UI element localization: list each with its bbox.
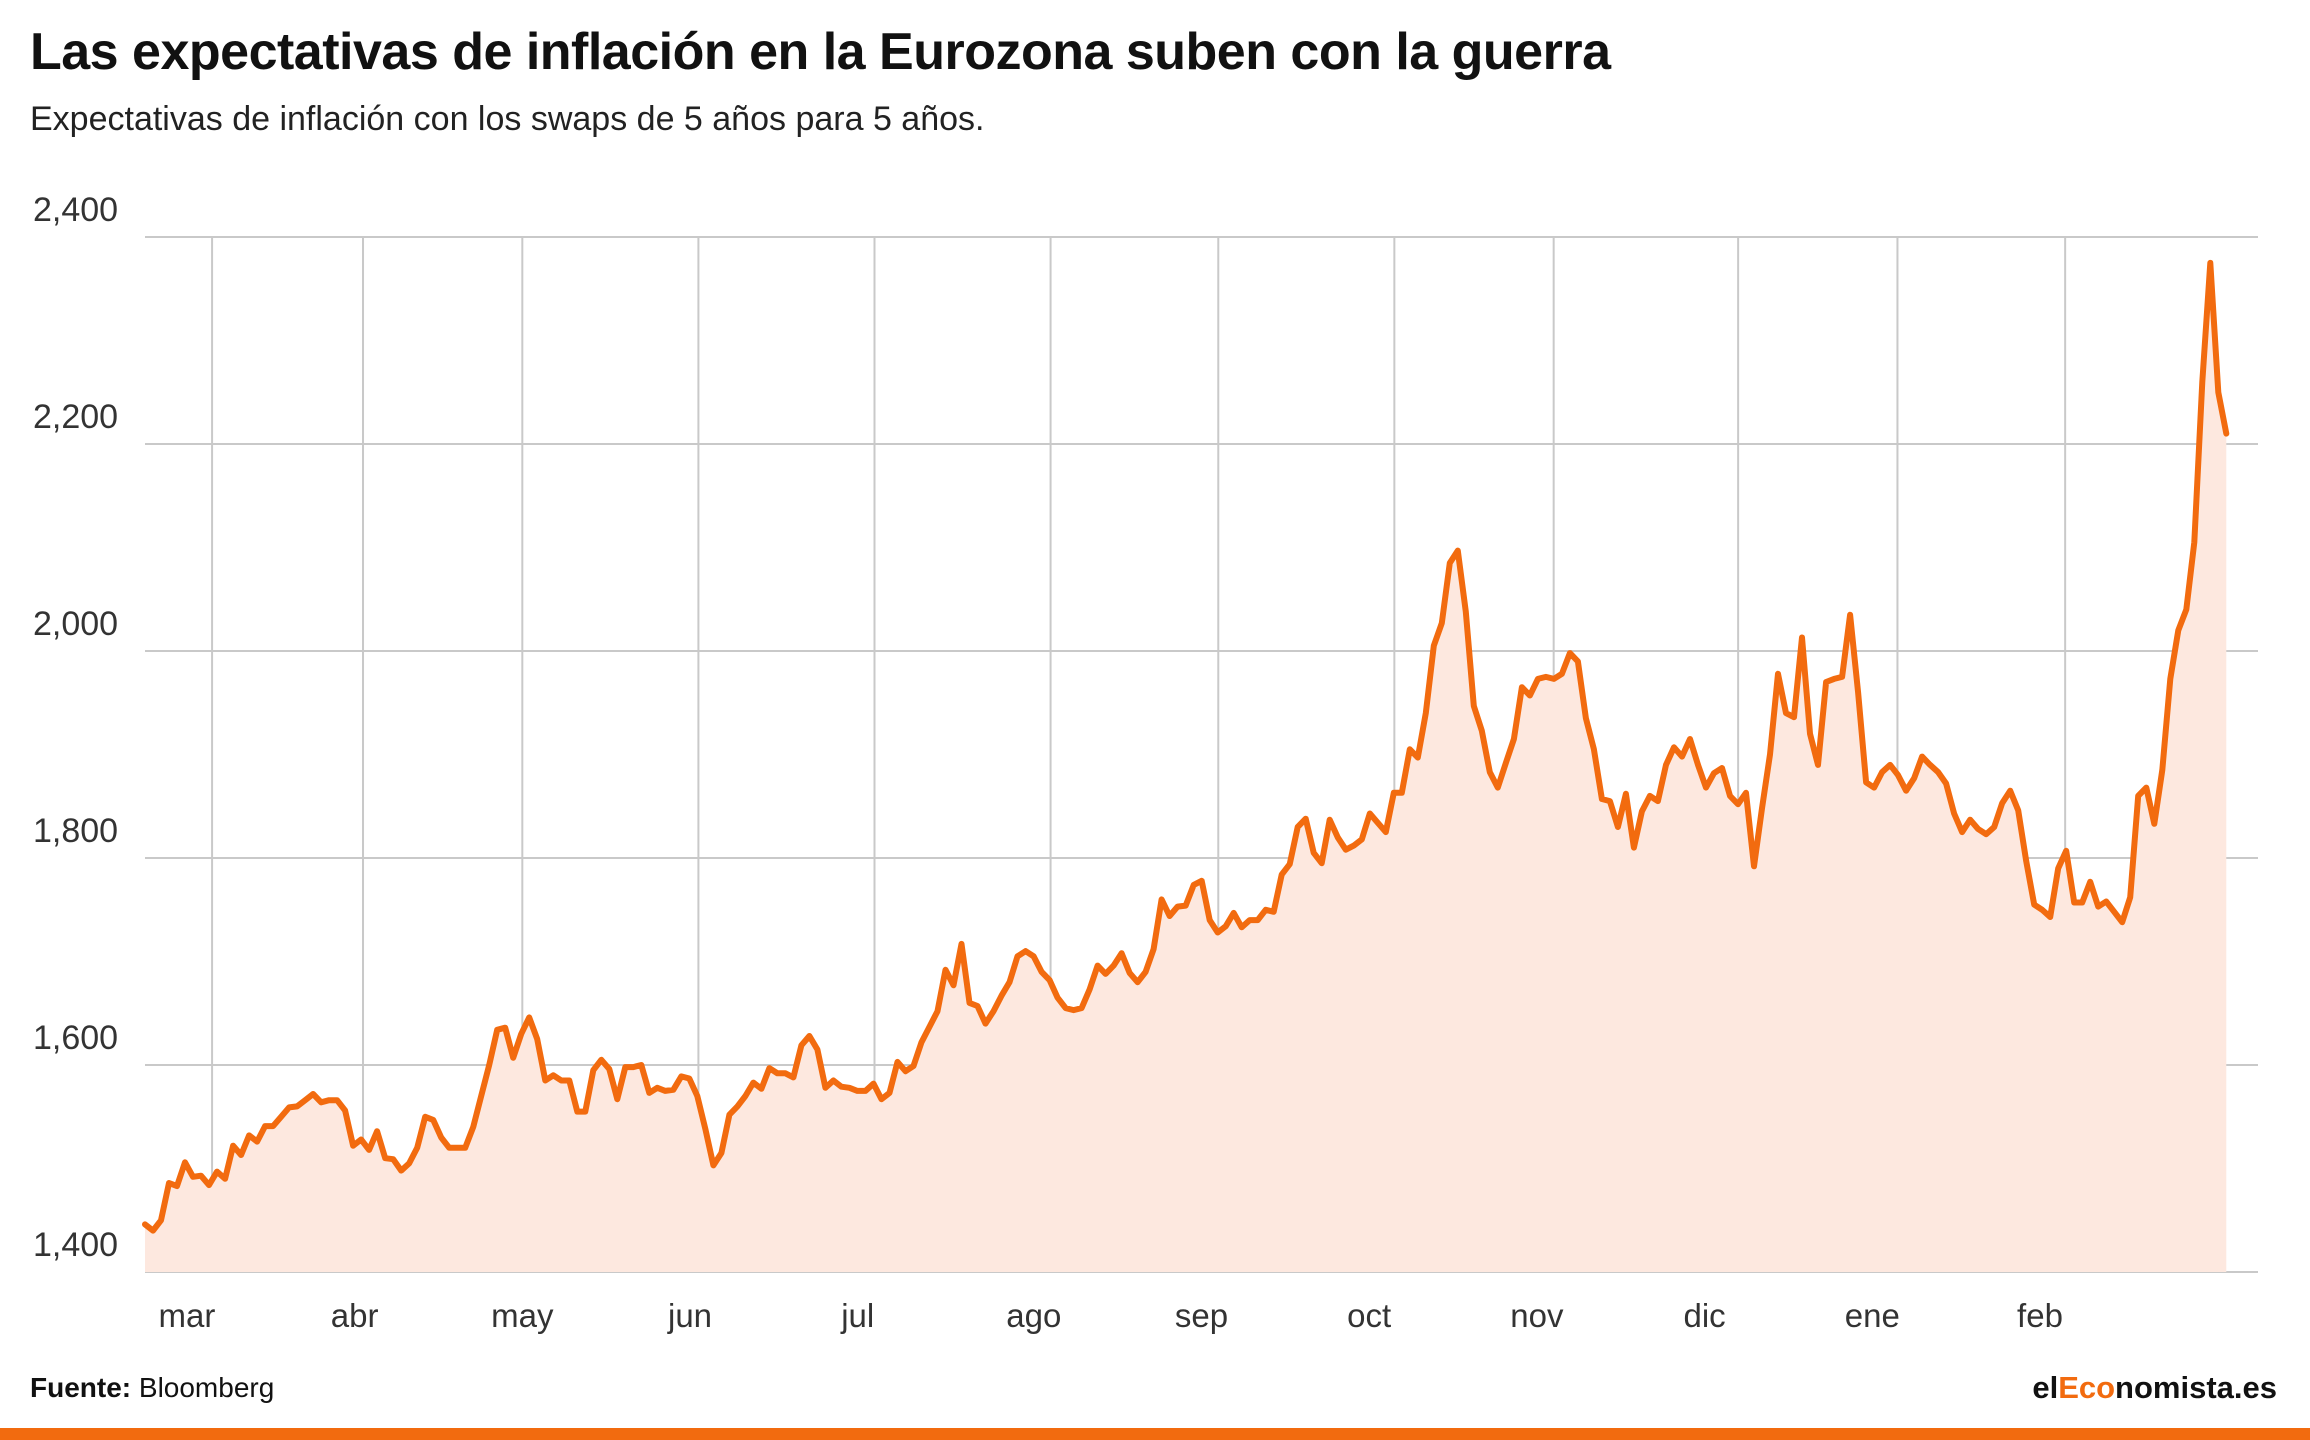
source-label: Fuente: bbox=[30, 1372, 132, 1403]
brand-suffix: nomista.es bbox=[2115, 1370, 2277, 1405]
chart-title: Las expectativas de inflación en la Euro… bbox=[30, 23, 1611, 81]
x-tick-label-feb: feb bbox=[2017, 1297, 2063, 1334]
series-area bbox=[145, 262, 2227, 1272]
y-tick-label: 2,400 bbox=[33, 191, 118, 229]
x-axis-month-labels: mar abr may jun jul ago sep oct nov dic ene feb bbox=[159, 1297, 2063, 1334]
y-tick-label: 2,000 bbox=[33, 605, 118, 643]
y-axis-tick-labels: 1,400 1,600 1,800 2,000 2,200 2,400 bbox=[33, 191, 118, 1264]
brand-highlight: Eco bbox=[2058, 1370, 2116, 1405]
x-tick-label-ene: ene bbox=[1845, 1297, 1900, 1334]
x-tick-label-jun: jun bbox=[667, 1297, 712, 1334]
x-tick-label-ago: ago bbox=[1006, 1297, 1061, 1334]
y-tick-label: 1,400 bbox=[33, 1226, 118, 1264]
brand-prefix: el bbox=[2032, 1370, 2059, 1405]
x-tick-label-dic: dic bbox=[1684, 1297, 1726, 1334]
bottom-accent-bar bbox=[0, 1428, 2310, 1440]
x-tick-label-abr: abr bbox=[331, 1297, 379, 1334]
brand-logo[interactable]: elEconomista.es bbox=[2032, 1370, 2277, 1406]
source-note: Fuente: Bloomberg bbox=[30, 1372, 274, 1404]
y-tick-label: 1,600 bbox=[33, 1019, 118, 1057]
x-tick-label-mar: mar bbox=[159, 1297, 216, 1334]
x-tick-label-sep: sep bbox=[1175, 1297, 1228, 1334]
chart-subtitle: Expectativas de inflación con los swaps … bbox=[30, 100, 985, 138]
y-tick-label: 1,800 bbox=[33, 812, 118, 850]
y-tick-label: 2,200 bbox=[33, 398, 118, 436]
series-line bbox=[142, 259, 2230, 1234]
source-value: Bloomberg bbox=[138, 1372, 275, 1403]
x-tick-label-may: may bbox=[491, 1297, 554, 1334]
x-tick-label-oct: oct bbox=[1347, 1297, 1391, 1334]
line-chart: 1,400 1,600 1,800 2,000 2,200 2,400 mar abr may… bbox=[33, 191, 2258, 1334]
x-tick-label-nov: nov bbox=[1510, 1297, 1564, 1334]
x-tick-label-jul: jul bbox=[840, 1297, 874, 1334]
